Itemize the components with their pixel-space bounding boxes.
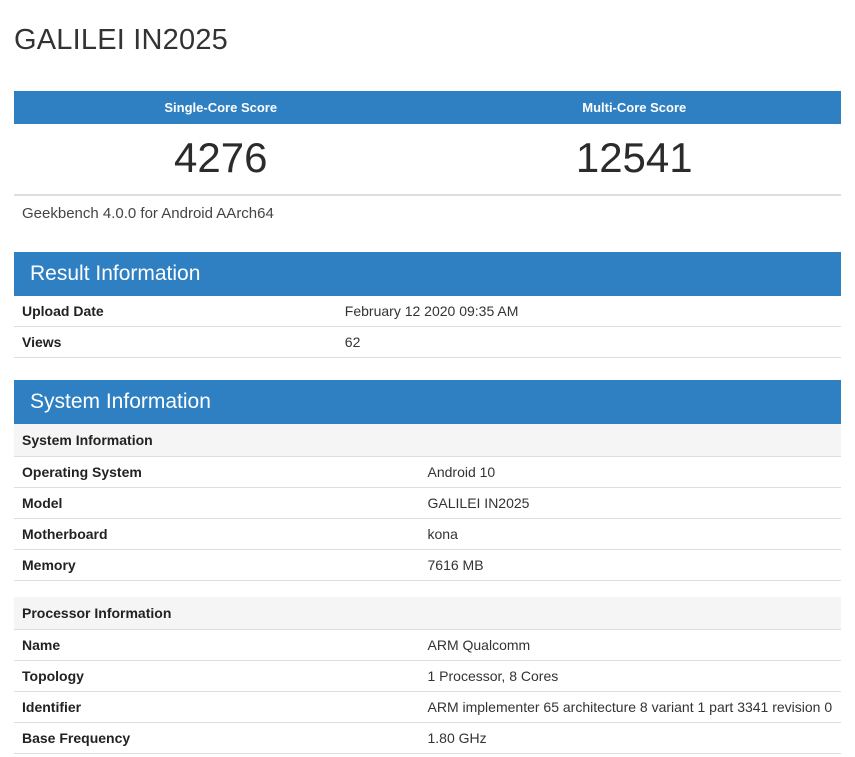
- row-label: Name: [22, 637, 61, 653]
- row-label: Base Frequency: [22, 730, 131, 746]
- processor-information-table: Processor Information Name ARM Qualcomm …: [14, 597, 841, 754]
- row-value: ARM implementer 65 architecture 8 varian…: [427, 699, 833, 715]
- row-label: Upload Date: [22, 303, 104, 319]
- row-value: kona: [427, 526, 458, 542]
- row-label: Identifier: [22, 699, 82, 715]
- score-table: Single-Core Score Multi-Core Score 4276 …: [14, 91, 841, 196]
- system-information-subheader: System Information: [14, 424, 841, 457]
- page-title: GALILEI IN2025: [14, 24, 228, 56]
- row-label: Motherboard: [22, 526, 108, 542]
- table-row: Operating System Android 10: [14, 457, 841, 488]
- row-label: Topology: [22, 668, 84, 684]
- system-information-table: System Information Operating System Andr…: [14, 424, 841, 581]
- system-information-header: System Information: [14, 380, 841, 424]
- row-value: Android 10: [427, 464, 496, 480]
- table-row: Base Frequency 1.80 GHz: [14, 722, 841, 754]
- table-row: Identifier ARM implementer 65 architectu…: [14, 691, 841, 723]
- processor-information-subheader: Processor Information: [14, 597, 841, 630]
- row-value: ARM Qualcomm: [427, 637, 531, 653]
- row-label: Views: [22, 334, 62, 350]
- row-value: 62: [344, 334, 361, 350]
- score-header-row: Single-Core Score Multi-Core Score: [14, 91, 841, 124]
- score-value-row: 4276 12541: [14, 124, 841, 195]
- single-core-score-header: Single-Core Score: [14, 91, 428, 124]
- row-label: Model: [22, 495, 63, 511]
- table-group-header: Processor Information: [14, 597, 841, 630]
- row-value: 1.80 GHz: [427, 730, 487, 746]
- benchmark-version-caption: Geekbench 4.0.0 for Android AArch64: [22, 205, 274, 222]
- row-value: GALILEI IN2025: [427, 495, 530, 511]
- result-information-table: Upload Date February 12 2020 09:35 AM Vi…: [14, 296, 841, 358]
- table-row: Motherboard kona: [14, 518, 841, 550]
- row-value: February 12 2020 09:35 AM: [344, 303, 519, 319]
- table-group-header: System Information: [14, 424, 841, 457]
- table-row: Memory 7616 MB: [14, 549, 841, 581]
- table-row: Model GALILEI IN2025: [14, 487, 841, 519]
- row-label: Operating System: [22, 464, 142, 480]
- table-row: Topology 1 Processor, 8 Cores: [14, 660, 841, 692]
- result-information-header: Result Information: [14, 252, 841, 296]
- multi-core-score-header: Multi-Core Score: [427, 91, 841, 124]
- multi-core-score-value: 12541: [427, 124, 841, 195]
- result-page: GALILEI IN2025 Single-Core Score Multi-C…: [0, 24, 855, 754]
- table-row: Views 62: [14, 326, 841, 358]
- table-row: Name ARM Qualcomm: [14, 630, 841, 661]
- table-row: Upload Date February 12 2020 09:35 AM: [14, 296, 841, 327]
- row-label: Memory: [22, 557, 76, 573]
- row-value: 1 Processor, 8 Cores: [427, 668, 559, 684]
- single-core-score-value: 4276: [14, 124, 428, 195]
- row-value: 7616 MB: [427, 557, 484, 573]
